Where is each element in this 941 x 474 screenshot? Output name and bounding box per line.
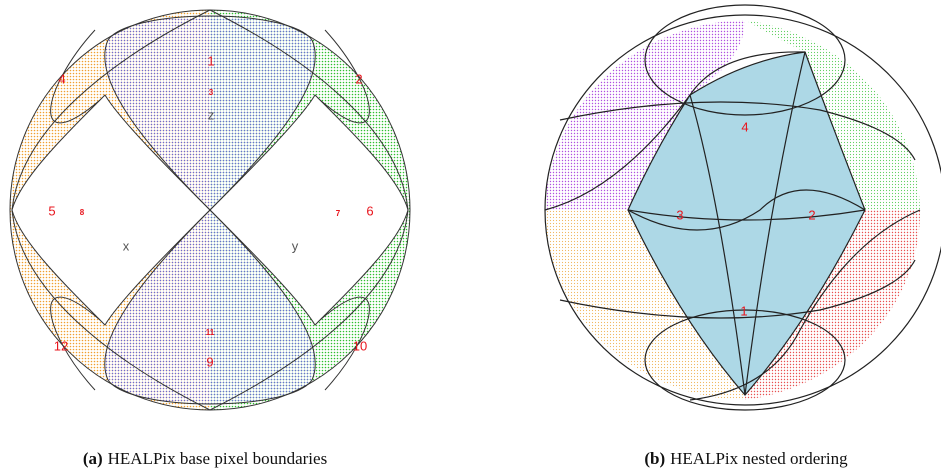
pixel-label: 2	[355, 71, 362, 86]
pixel-label: 10	[353, 338, 367, 353]
pixel-label: 12	[54, 338, 68, 353]
pixel-label: 4	[741, 119, 748, 134]
caption-text: HEALPix base pixel boundaries	[107, 449, 328, 468]
sphere-b	[544, 4, 941, 411]
pixel-label: 9	[206, 354, 213, 369]
pixel-label: x	[123, 238, 130, 253]
pixel-label: z	[208, 107, 215, 122]
caption-text: HEALPix nested ordering	[670, 449, 848, 468]
pixel-label: 1	[207, 53, 214, 68]
pixel-label: 6	[366, 203, 373, 218]
caption-label: (a)	[82, 449, 103, 468]
pixel-label: 2	[808, 207, 815, 222]
pixel-label: 8	[80, 208, 85, 217]
pixel-label: 7	[336, 209, 341, 218]
caption-b: (b) HEALPix nested ordering	[644, 449, 847, 469]
caption-a: (a) HEALPix base pixel boundaries	[83, 449, 327, 469]
pixel-label: 1	[740, 303, 747, 318]
pixel-label: 3	[209, 88, 214, 97]
pixel-label: 4	[58, 71, 65, 86]
sphere-a	[9, 9, 411, 411]
pixel-label: 5	[48, 203, 55, 218]
pixel-label: 11	[206, 328, 215, 337]
figure: 1 3 z 4 2 5 8 7 6 x y 11 9 12 10 4 3 2 1	[9, 4, 941, 411]
pixel-label: 3	[676, 207, 683, 222]
caption-label: (b)	[644, 449, 666, 468]
pixel-label: y	[292, 238, 299, 253]
